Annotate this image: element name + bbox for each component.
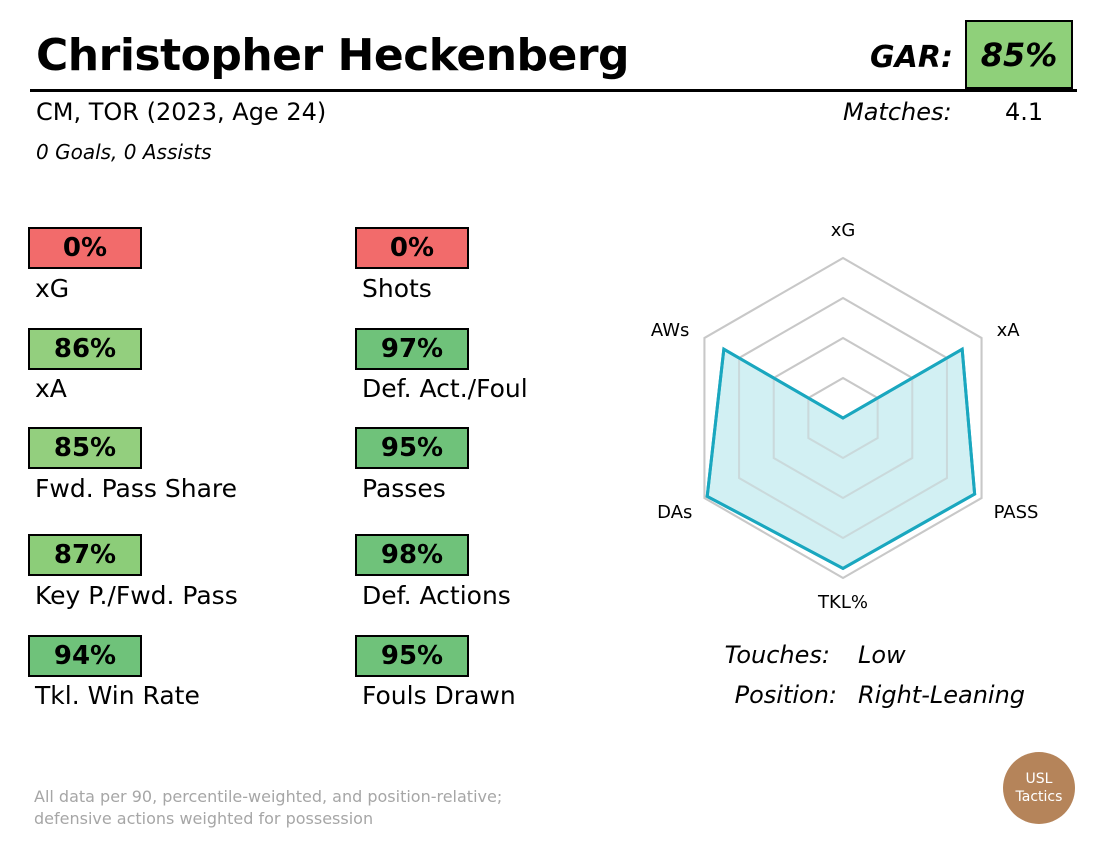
radar-axis-label-das: DAs: [657, 502, 692, 523]
logo-line-1: USL: [1025, 771, 1053, 787]
goals-assists: 0 Goals, 0 Assists: [36, 140, 212, 164]
radar-series-area: [705, 346, 977, 571]
stat-badge-right-1: 97%: [355, 328, 469, 370]
stat-label-left-2: Fwd. Pass Share: [35, 474, 238, 503]
stat-badge-left-0: 0%: [28, 227, 142, 269]
footer-note: All data per 90, percentile-weighted, an…: [34, 786, 594, 830]
radar-series-area: [705, 346, 977, 571]
stat-label-right-2: Passes: [362, 474, 446, 503]
header-divider: [30, 89, 1077, 92]
stat-label-right-1: Def. Act./Foul: [362, 374, 528, 403]
player-subtitle: CM, TOR (2023, Age 24): [36, 98, 327, 126]
radar-ring-4-overlay: [703, 256, 983, 580]
stat-badge-left-3: 87%: [28, 534, 142, 576]
stat-label-right-3: Def. Actions: [362, 581, 511, 610]
stat-badge-right-3: 98%: [355, 534, 469, 576]
stat-label-left-0: xG: [35, 274, 70, 303]
radar-axis-label-aws: AWs: [651, 320, 690, 341]
logo-line-2: Tactics: [1015, 789, 1063, 805]
stat-label-left-1: xA: [35, 374, 67, 403]
usl-tactics-logo: USL Tactics: [1003, 752, 1075, 824]
matches-value: 4.1: [1005, 98, 1044, 126]
radar-chart: xG xA PASS TKL% DAs AWs: [651, 220, 1039, 613]
stat-badge-right-2: 95%: [355, 427, 469, 469]
stat-badge-right-0: 0%: [355, 227, 469, 269]
footer-line-2: defensive actions weighted for possessio…: [34, 809, 374, 828]
position-value: Right-Leaning: [858, 681, 1026, 709]
radar-axis-label-xa: xA: [997, 320, 1021, 341]
radar-series: [703, 256, 983, 580]
stat-label-right-4: Fouls Drawn: [362, 681, 516, 710]
position-label: Position:: [734, 681, 837, 709]
matches-label: Matches:: [843, 98, 952, 126]
stat-label-right-0: Shots: [362, 274, 432, 303]
stat-label-left-4: Tkl. Win Rate: [35, 681, 200, 710]
stat-badge-right-4: 95%: [355, 635, 469, 677]
stat-label-left-3: Key P./Fwd. Pass: [35, 581, 238, 610]
touches-label: Touches:: [724, 641, 830, 669]
radar-axis-label-tkl: TKL%: [817, 592, 868, 613]
stat-badge-left-1: 86%: [28, 328, 142, 370]
stat-badge-left-4: 94%: [28, 635, 142, 677]
radar-axis-label-xg: xG: [831, 220, 856, 241]
footer-line-1: All data per 90, percentile-weighted, an…: [34, 787, 503, 806]
gar-label: GAR:: [870, 40, 953, 75]
touches-value: Low: [858, 641, 906, 669]
stat-badge-left-2: 85%: [28, 427, 142, 469]
gar-value-badge: 85%: [965, 20, 1073, 89]
player-name: Christopher Heckenberg: [36, 30, 630, 81]
radar-axis-label-pass: PASS: [994, 502, 1039, 523]
radar-axis-labels: xG xA PASS TKL% DAs AWs: [651, 220, 1039, 613]
